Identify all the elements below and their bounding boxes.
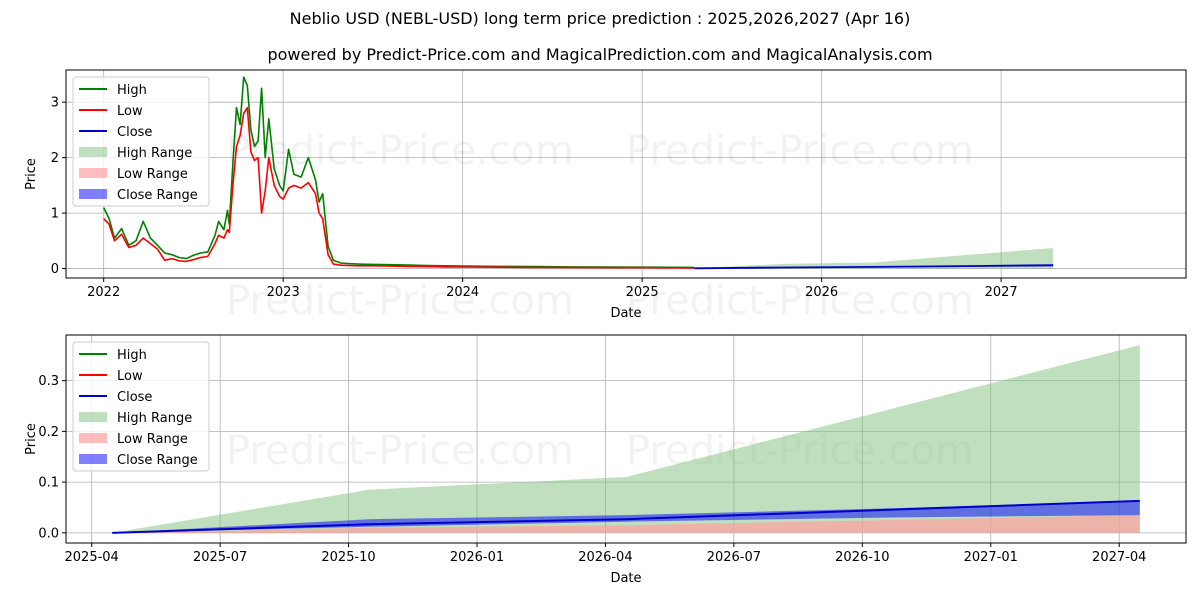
y-axis-label: Price xyxy=(24,423,39,455)
x-tick-label: 2025 xyxy=(626,285,659,300)
legend-label: High xyxy=(117,83,147,98)
x-tick-label: 2025-04 xyxy=(65,550,119,565)
high-series-line xyxy=(102,76,695,269)
legend-label: Low xyxy=(117,104,143,119)
watermark-text: Predict-Price.com xyxy=(626,278,974,324)
x-axis-label: Date xyxy=(610,306,641,321)
legend-label: Low Range xyxy=(117,167,188,182)
y-tick-label: 1 xyxy=(51,207,59,222)
legend: High Low Close High Range Low Range Close Ran… xyxy=(72,341,210,472)
plot-area xyxy=(102,76,1054,270)
legend-swatch-patch xyxy=(79,147,107,157)
legend-label: Low xyxy=(117,369,143,384)
x-tick-label: 2027-04 xyxy=(1092,550,1146,565)
x-tick-label: 2026-01 xyxy=(450,550,504,565)
close-series-line xyxy=(112,499,1140,534)
x-tick-label: 2022 xyxy=(87,285,120,300)
x-tick-label: 2026-10 xyxy=(835,550,889,565)
y-tick-label: 0.3 xyxy=(38,374,59,389)
legend-swatch-patch xyxy=(79,168,107,178)
x-tick-label: 2027-01 xyxy=(964,550,1018,565)
y-axis-label: Price xyxy=(24,158,39,190)
x-tick-label: 2025-07 xyxy=(193,550,247,565)
x-tick-label: 2026 xyxy=(805,285,838,300)
y-tick-label: 0 xyxy=(51,262,59,277)
x-tick-label: 2026-04 xyxy=(578,550,632,565)
x-tick-label: 2025-10 xyxy=(321,550,375,565)
y-tick-label: 0.1 xyxy=(38,476,59,491)
legend-label: Close xyxy=(117,125,152,140)
legend-label: Low Range xyxy=(117,432,188,447)
y-tick-label: 0.0 xyxy=(38,526,59,541)
legend-swatch-patch xyxy=(79,189,107,199)
legend-label: High Range xyxy=(117,146,192,161)
x-tick-label: 2023 xyxy=(267,285,300,300)
legend-label: Close Range xyxy=(117,453,198,468)
y-tick-label: 3 xyxy=(51,96,59,111)
legend: High Low Close High Range Low Range Close Ran… xyxy=(72,76,210,207)
x-axis-label: Date xyxy=(610,571,641,586)
x-tick-label: 2024 xyxy=(446,285,479,300)
plot-frame xyxy=(65,69,1187,279)
x-tick-label: 2027 xyxy=(985,285,1018,300)
legend-label: Close xyxy=(117,390,152,405)
top-chart-panel: Predict-Price.com Predict-Price.com Predic… xyxy=(24,69,1187,324)
close-series-line xyxy=(694,264,1054,270)
chart-title: Neblio USD (NEBL-USD) long term price pr… xyxy=(289,9,911,28)
legend-swatch-patch xyxy=(79,454,107,464)
watermark-text: Predict-Price.com xyxy=(226,428,574,474)
y-tick-label: 2 xyxy=(51,151,59,166)
plot-area xyxy=(112,345,1140,534)
legend-label: Close Range xyxy=(117,188,198,203)
legend-swatch-patch xyxy=(79,433,107,443)
chart-subtitle: powered by Predict-Price.com and Magical… xyxy=(267,45,933,64)
legend-label: High Range xyxy=(117,411,192,426)
low-series-line xyxy=(103,106,695,269)
watermark-text: Predict-Price.com xyxy=(226,128,574,174)
plot-frame xyxy=(65,334,1187,544)
x-tick-label: 2026-07 xyxy=(707,550,761,565)
legend-swatch-patch xyxy=(79,412,107,422)
bottom-chart-panel: Predict-Price.comPredict-Price.com2025-0… xyxy=(24,334,1187,586)
low-range-area xyxy=(112,515,1140,533)
y-tick-label: 0.2 xyxy=(38,425,59,440)
legend-label: High xyxy=(117,348,147,363)
watermark-text: Predict-Price.com xyxy=(226,278,574,324)
high-range-area xyxy=(112,345,1140,533)
high-range-area xyxy=(694,248,1054,269)
watermark-text: Predict-Price.com xyxy=(626,128,974,174)
